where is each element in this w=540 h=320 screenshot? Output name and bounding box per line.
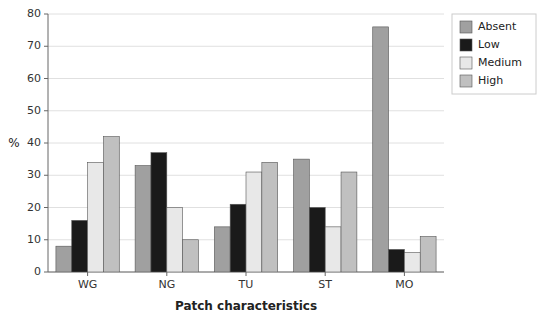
y-grid [48, 14, 444, 272]
bar [167, 208, 183, 273]
legend-swatch [460, 57, 472, 69]
y-tick [44, 175, 48, 176]
bar [230, 204, 246, 272]
legend-label: Absent [478, 20, 517, 33]
x-tick-label: WG [78, 278, 97, 291]
y-tick-label: 60 [27, 72, 41, 85]
y-tick-label: 70 [27, 39, 41, 52]
y-tick-label: 10 [27, 233, 41, 246]
y-tick-label: 50 [27, 104, 41, 117]
y-tick-label: 20 [27, 201, 41, 214]
bar [151, 153, 167, 272]
bar [420, 237, 436, 272]
legend-frame [452, 14, 536, 94]
y-tick [44, 143, 48, 144]
bar [56, 246, 72, 272]
grid-line [48, 14, 444, 15]
y-tick [44, 239, 48, 240]
x-tick-label: ST [318, 278, 332, 291]
x-tick [404, 272, 405, 276]
x-tick-label: MO [395, 278, 413, 291]
bar [389, 249, 405, 272]
legend-label: Low [478, 38, 500, 51]
legend-swatch [460, 39, 472, 51]
y-tick-label: 80 [27, 7, 41, 20]
bar [262, 162, 278, 272]
x-axis-label: Patch characteristics [175, 299, 317, 313]
x-tick [87, 272, 88, 276]
bar [341, 172, 357, 272]
y-tick [44, 78, 48, 79]
bar [135, 166, 151, 272]
bar [373, 27, 389, 272]
bar [183, 240, 199, 272]
x-tick [246, 272, 247, 276]
y-tick [44, 110, 48, 111]
legend-swatch [460, 21, 472, 33]
bar [404, 253, 420, 272]
bar [214, 227, 230, 272]
y-tick [44, 272, 48, 273]
legend: Absent Low Medium High [452, 14, 536, 94]
bar [246, 172, 262, 272]
bars [56, 27, 436, 272]
y-axis-line [48, 14, 49, 272]
x-tick [325, 272, 326, 276]
y-axis-label: % [8, 136, 19, 150]
y-tick-label: 0 [34, 265, 41, 278]
bar [88, 162, 104, 272]
y-tick [44, 207, 48, 208]
bar [309, 208, 325, 273]
legend-swatch [460, 75, 472, 87]
chart: 0 10 20 30 40 50 60 70 80 WG NG TU ST MO Patch charact… [0, 0, 540, 320]
x-tick-label: NG [158, 278, 175, 291]
bar [294, 159, 310, 272]
y-tick-label: 40 [27, 136, 41, 149]
legend-label: High [478, 74, 503, 87]
bar [103, 137, 119, 272]
y-tick [44, 14, 48, 15]
legend-label: Medium [478, 56, 522, 69]
x-tick [166, 272, 167, 276]
x-tick-label: TU [238, 278, 254, 291]
y-tick [44, 46, 48, 47]
axes: 0 10 20 30 40 50 60 70 80 WG NG TU ST MO [27, 7, 444, 291]
y-tick-label: 30 [27, 168, 41, 181]
chart-container: 0 10 20 30 40 50 60 70 80 WG NG TU ST MO Patch charact… [0, 0, 540, 320]
bar [325, 227, 341, 272]
bar [72, 220, 88, 272]
